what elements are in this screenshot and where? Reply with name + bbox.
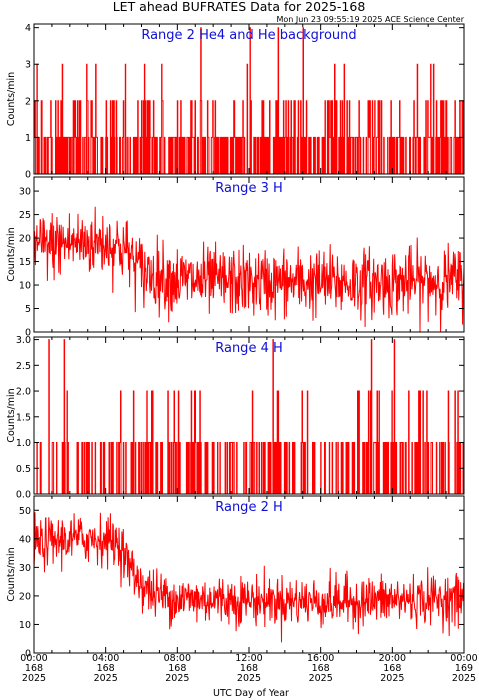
panel-title: Range 2 H: [215, 500, 283, 515]
panel-2: 0 5 10 15 20 25 30 Counts/min Range 3 H: [6, 176, 465, 339]
panel-title: Range 3 H: [215, 181, 283, 196]
y-tick-label: 20: [19, 234, 31, 245]
y-axis-label: Counts/min: [6, 72, 17, 126]
y-tick-label: 3: [25, 60, 31, 71]
x-tick-label: 168: [97, 663, 115, 674]
data-series-2: [33, 206, 465, 333]
y-tick-label: 25: [19, 210, 31, 221]
y-tick-label: 40: [19, 534, 31, 545]
x-tick-label: 168: [383, 663, 401, 674]
y-tick-label: 1.5: [16, 412, 31, 423]
y-tick-label: 0: [25, 649, 31, 660]
x-tick-label: 04:00: [92, 653, 119, 664]
y-tick-label: 10: [19, 620, 31, 631]
y-axis-label: Counts/min: [6, 547, 17, 601]
timestamp: Mon Jun 23 09:55:19 2025 ACE Science Cen…: [276, 15, 464, 24]
y-tick-label: 20: [19, 591, 31, 602]
y-tick-label: 50: [19, 506, 31, 517]
data-series-3: [34, 339, 464, 495]
x-tick-label: 00:00: [450, 653, 477, 664]
x-tick-label: 168: [240, 663, 258, 674]
y-tick-label: 5: [25, 304, 31, 315]
panel-1: 0 1 2 3 4 Counts/min Range 2 He4 and He backgr…: [6, 23, 465, 181]
x-tick-label: 2025: [22, 673, 46, 684]
data-series-4: [33, 512, 465, 643]
x-tick-label: 00:00: [20, 653, 47, 664]
x-axis-label: UTC Day of Year: [213, 688, 289, 699]
y-tick-label: 2.5: [16, 361, 31, 372]
x-tick-label: 2025: [94, 673, 118, 684]
x-tick-label: 168: [25, 663, 43, 674]
x-tick-label: 168: [312, 663, 330, 674]
y-tick-label: 3.0: [16, 335, 31, 346]
y-axis-label: Counts/min: [6, 227, 17, 281]
x-tick-label: 08:00: [164, 653, 191, 664]
y-tick-label: 30: [19, 187, 31, 198]
panels: 0 1 2 3 4 Counts/min Range 2 He4 and He backgr…: [6, 23, 465, 660]
panel-4: 0 10 20 30 40 50 Counts/min Range 2 H: [6, 495, 465, 660]
y-tick-label: 10: [19, 281, 31, 292]
y-tick-label: 0.0: [16, 490, 31, 501]
y-tick-label: 15: [19, 257, 31, 268]
x-tick-label: 168: [168, 663, 186, 674]
x-tick-label: 2025: [165, 673, 189, 684]
panel-title: Range 2 He4 and He background: [141, 28, 356, 43]
panel-3: 0.0 0.5 1.0 1.5 2.0 2.5 3.0 Counts/min Range 4 H: [6, 335, 465, 501]
panel-title: Range 4 H: [215, 341, 283, 356]
y-tick-label: 30: [19, 563, 31, 574]
x-tick-label: 16:00: [307, 653, 334, 664]
y-tick-label: 0.5: [16, 464, 31, 475]
x-tick-label: 2025: [380, 673, 404, 684]
y-tick-label: 2.0: [16, 387, 31, 398]
data-series-1: [34, 27, 464, 175]
y-tick-label: 1: [25, 133, 31, 144]
y-tick-label: 0: [25, 170, 31, 181]
x-tick-label: 20:00: [379, 653, 406, 664]
x-tick-label: 12:00: [235, 653, 262, 664]
y-tick-label: 0: [25, 328, 31, 339]
x-axis: 00:00168202504:00168202508:00168202512:0…: [20, 653, 477, 684]
y-tick-label: 4: [25, 23, 31, 34]
x-tick-label: 2025: [237, 673, 261, 684]
y-tick-label: 1.0: [16, 438, 31, 449]
x-tick-label: 2025: [309, 673, 333, 684]
x-tick-label: 2025: [452, 673, 476, 684]
chart-title: LET ahead BUFRATES Data for 2025-168: [113, 0, 366, 14]
x-tick-label: 169: [455, 663, 473, 674]
y-axis-label: Counts/min: [6, 388, 17, 442]
y-tick-label: 2: [25, 96, 31, 107]
plot-frame: [33, 495, 465, 654]
